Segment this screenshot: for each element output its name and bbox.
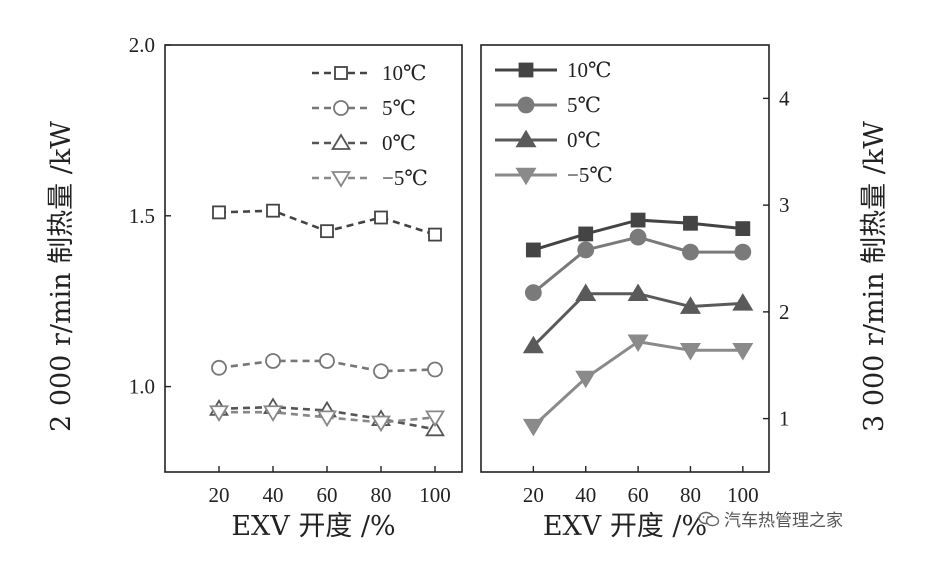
legend-marker	[331, 133, 351, 150]
y-tick-label: 3	[779, 193, 790, 217]
series-0	[525, 212, 751, 258]
legend-label: 10℃	[382, 61, 427, 85]
legend-marker	[331, 171, 351, 188]
legend-entry: 10℃	[495, 58, 612, 82]
data-point	[371, 415, 391, 433]
legend-marker	[518, 62, 534, 78]
plot-frame	[480, 44, 770, 473]
data-point	[522, 418, 544, 437]
data-point	[525, 242, 541, 258]
data-point	[577, 241, 595, 259]
data-point	[627, 283, 649, 302]
chart-panel-left: 20 40 60 80 100 1.0 1.5 2.0 EXV 开度 /% 2 000 r/min…	[46, 33, 463, 542]
legend-marker	[517, 96, 535, 114]
data-point	[679, 296, 701, 314]
data-point	[266, 203, 280, 218]
x-tick-label: 60	[317, 483, 338, 507]
data-point	[683, 215, 698, 231]
legend-entry: −5℃	[312, 166, 428, 190]
data-point	[732, 343, 754, 361]
data-point	[679, 343, 701, 361]
data-point	[428, 227, 442, 242]
data-point	[578, 226, 594, 242]
x-axis-label: EXV 开度 /%	[231, 511, 395, 542]
x-tick-label: 100	[419, 483, 451, 507]
data-point	[575, 283, 597, 302]
y-tick-label: 2	[779, 300, 790, 324]
x-tick-label: 40	[575, 483, 596, 507]
legend-entry: 0℃	[312, 131, 416, 155]
data-point	[682, 243, 699, 261]
legend-entry: 10℃	[312, 61, 427, 85]
y-tick-label: 1	[779, 407, 790, 431]
legend-entry: −5℃	[495, 163, 613, 187]
series-2	[522, 283, 754, 354]
data-point	[212, 205, 226, 220]
watermark-text: 汽车热管理之家	[724, 511, 843, 531]
data-point	[427, 361, 443, 378]
series-line	[532, 340, 743, 428]
y-tick-label: 1.0	[129, 375, 155, 399]
legend-entry: 5℃	[495, 93, 601, 117]
data-point	[373, 363, 389, 380]
series-1	[524, 228, 752, 302]
legend-label: 5℃	[382, 96, 416, 120]
y-tick-label: 1.5	[129, 204, 155, 228]
series-3	[522, 334, 754, 437]
data-point	[734, 243, 752, 261]
legend-label: 5℃	[567, 93, 601, 117]
data-point	[317, 410, 337, 428]
legend-marker	[515, 129, 537, 148]
legend-label: 10℃	[567, 58, 612, 82]
legend-label: −5℃	[382, 166, 428, 190]
data-point	[319, 353, 335, 369]
data-point	[629, 228, 647, 246]
legend-entry: 0℃	[495, 128, 601, 152]
data-point	[524, 284, 542, 302]
series-0	[212, 203, 442, 242]
legend-marker	[334, 66, 348, 80]
data-point	[630, 212, 646, 228]
x-tick-label: 60	[628, 483, 649, 507]
legend-label: 0℃	[382, 131, 416, 155]
data-point	[263, 405, 283, 422]
series-3	[209, 405, 445, 433]
legend-marker	[333, 100, 349, 116]
x-tick-label: 100	[727, 483, 759, 507]
x-tick-label: 40	[263, 483, 284, 507]
data-point	[735, 221, 751, 237]
data-point	[627, 334, 649, 353]
plot-frame	[164, 44, 463, 473]
y-axis-label: 3 000 r/min 制热量 /kW	[859, 121, 890, 432]
y-tick-label: 2.0	[129, 33, 155, 57]
wechat-icon	[698, 511, 720, 526]
legend-label: −5℃	[567, 163, 613, 187]
y-tick-label: 4	[779, 86, 790, 110]
data-point	[732, 293, 754, 311]
legend-marker	[515, 167, 537, 186]
data-point	[374, 210, 388, 225]
x-tick-label: 80	[371, 483, 392, 507]
legend-entry: 5℃	[312, 96, 416, 120]
legend-label: 0℃	[567, 128, 601, 152]
data-point	[211, 359, 227, 376]
data-point	[320, 224, 334, 239]
data-point	[522, 335, 544, 354]
y-axis-label: 2 000 r/min 制热量 /kW	[46, 121, 77, 432]
x-axis-label: EXV 开度 /%	[543, 511, 707, 542]
data-point	[575, 370, 597, 389]
data-point	[425, 419, 445, 437]
data-point	[425, 410, 445, 428]
data-point	[209, 405, 229, 422]
series-1	[211, 353, 443, 380]
data-point	[265, 353, 281, 369]
x-tick-label: 80	[680, 483, 701, 507]
watermark: 汽车热管理之家	[698, 506, 843, 531]
x-tick-label: 20	[523, 483, 544, 507]
chart-panel-right: 20 40 60 80 100 1 2 3 4 EXV 开度 /% 3 000 r/min 制热量 …	[480, 44, 890, 542]
x-tick-label: 20	[209, 483, 230, 507]
